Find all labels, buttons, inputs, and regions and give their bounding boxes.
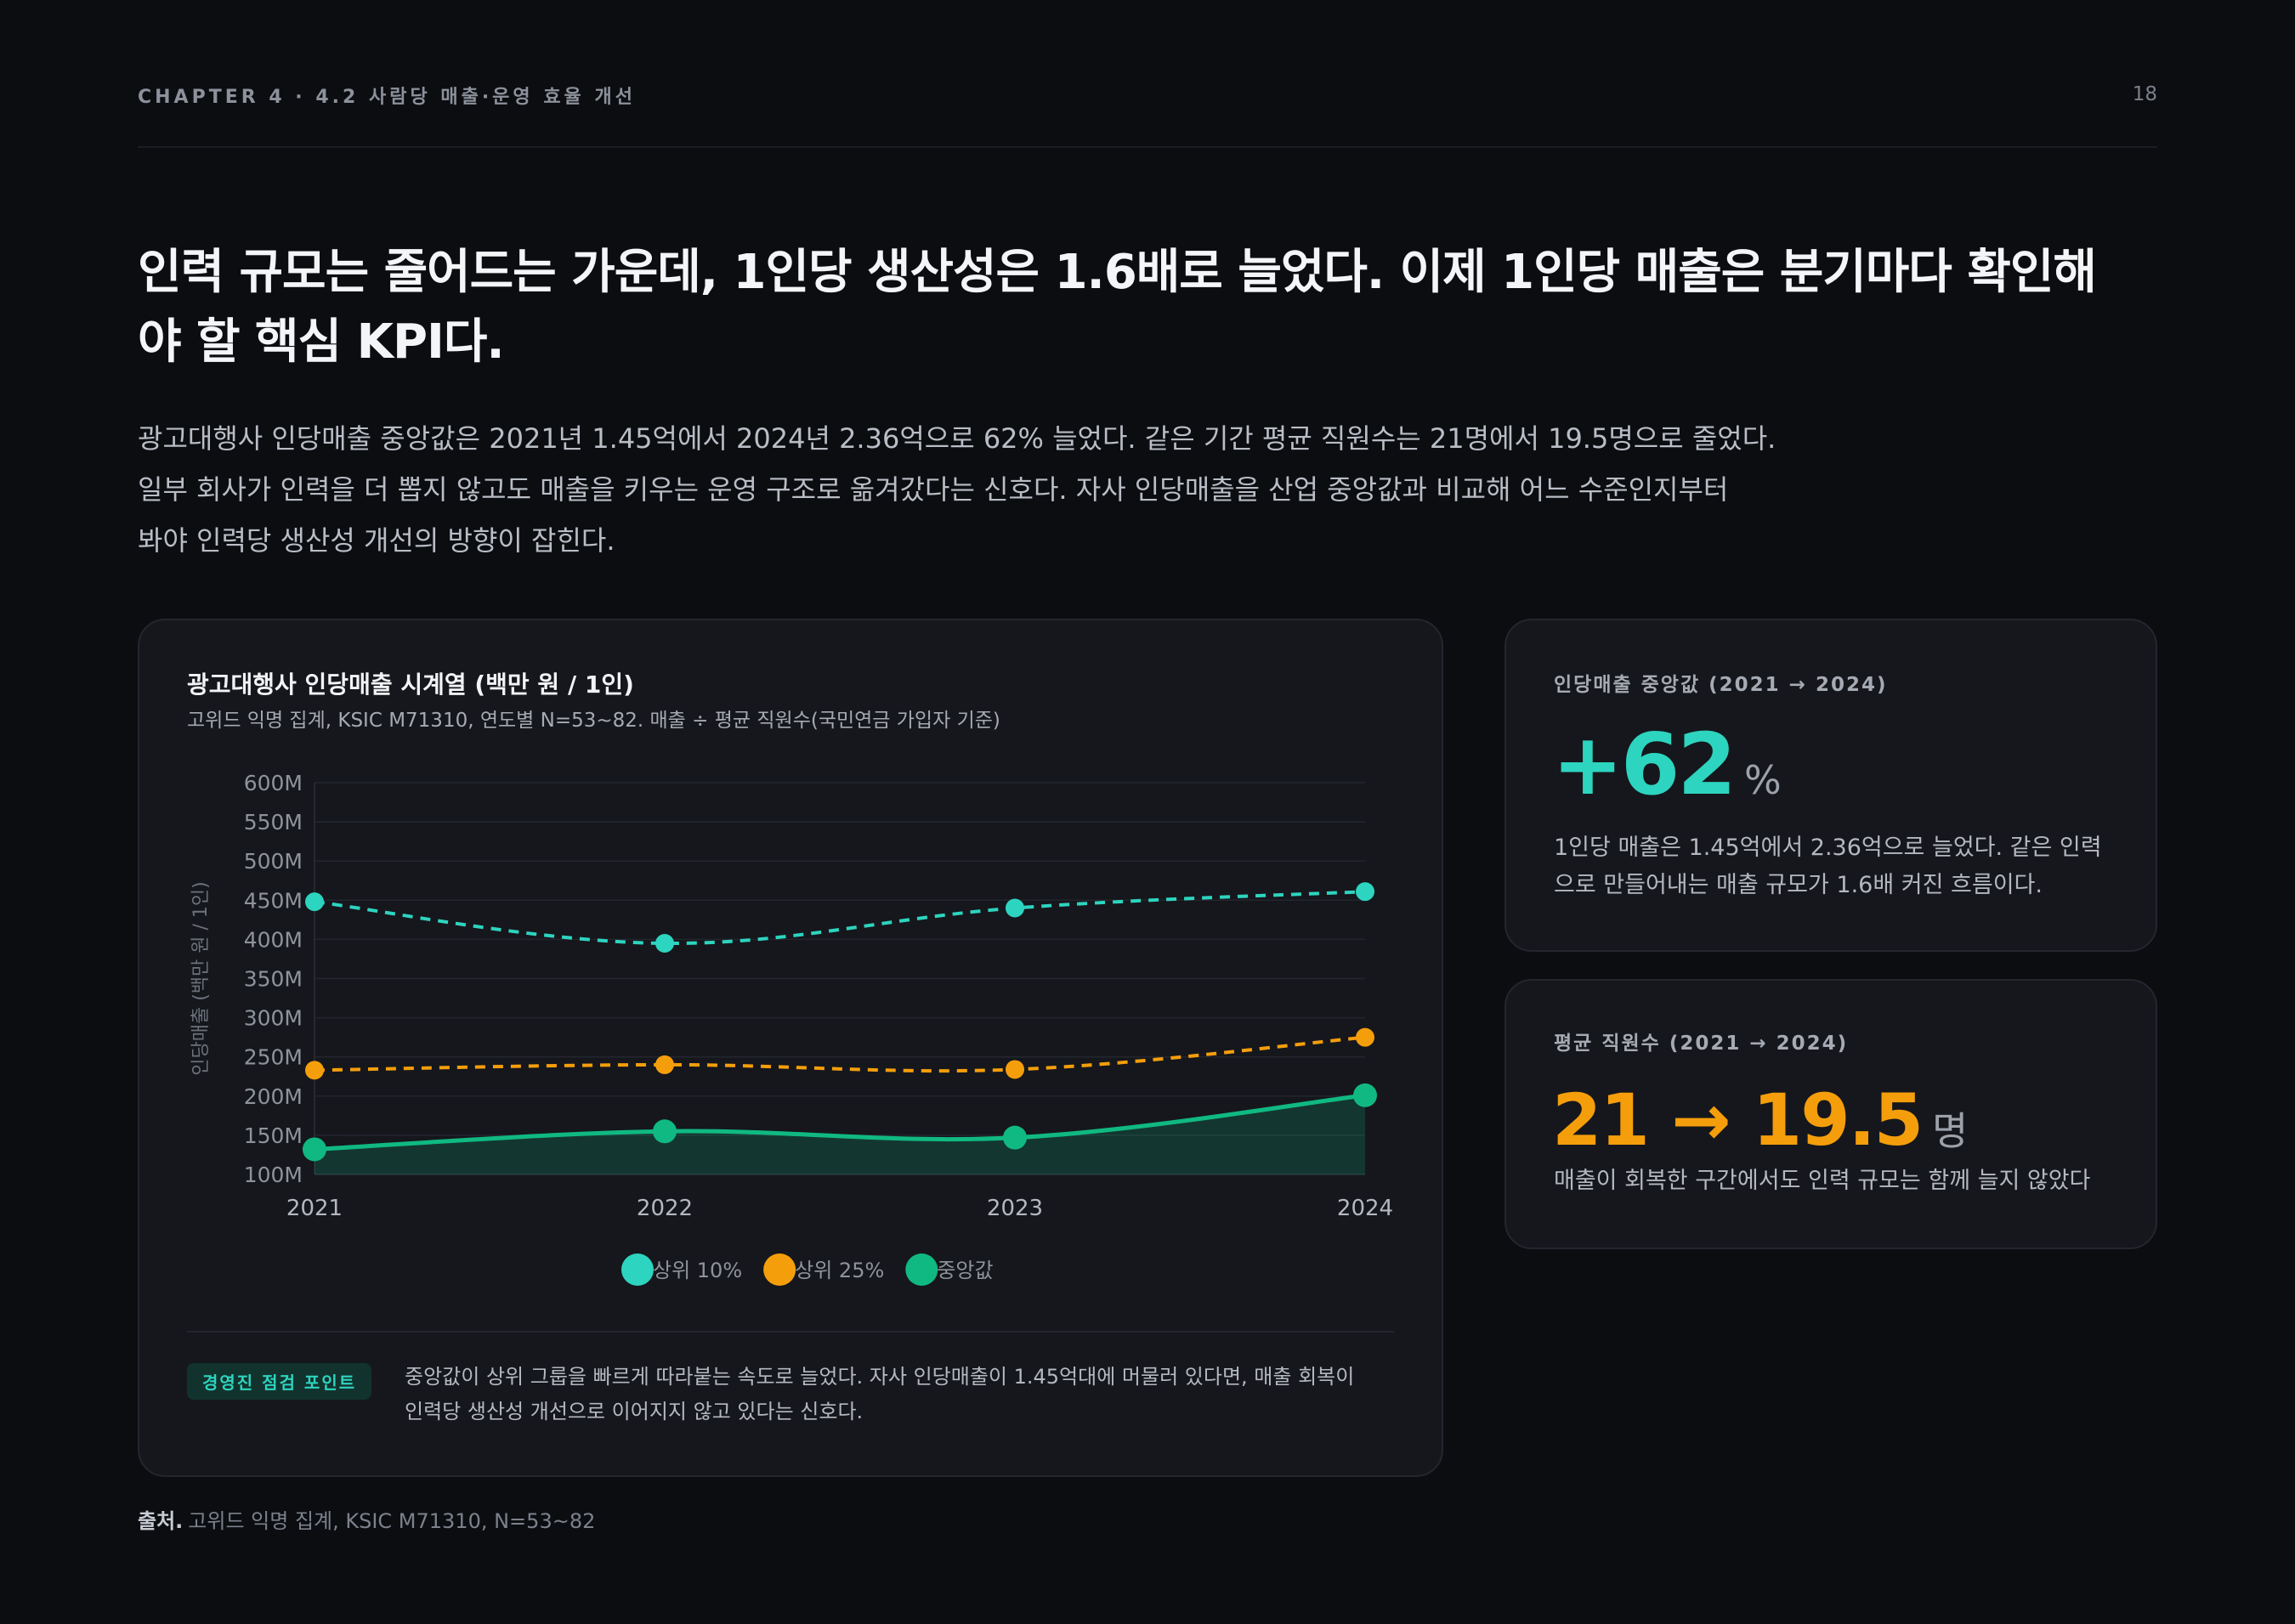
chart-points <box>303 882 1377 1162</box>
data-point <box>655 1055 674 1074</box>
source-text: 고위드 익명 집계, KSIC M71310, N=53~82 <box>188 1509 596 1533</box>
x-tick-label: 2022 <box>637 1196 693 1221</box>
y-axis-ticks: 600M 550M 500M 450M 400M 350M 300M 250M 200M 150M… <box>244 771 303 1187</box>
y-axis-label: 인당매출 (백만 원 / 1인) <box>190 881 212 1075</box>
page-number: 18 <box>2132 83 2157 105</box>
legend-label: 중앙값 <box>937 1259 993 1282</box>
lede-paragraph: 광고대행사 인당매출 중앙값은 2021년 1.45억에서 2024년 2.36… <box>138 413 2093 566</box>
callout-line: 인력당 생산성 개선으로 이어지지 않고 있다는 신호다. <box>405 1400 864 1423</box>
source-label: 출처. <box>138 1509 184 1533</box>
data-point <box>1356 882 1374 902</box>
kpi-description: 1인당 매출은 1.45억에서 2.36억으로 늘었다. 같은 인력 으로 만들… <box>1554 829 2123 904</box>
chart-legend: 상위 10% 상위 25% 중앙값 <box>621 1253 994 1286</box>
chart-area-fill <box>314 1095 1365 1174</box>
kpi-card-headcount: 평균 직원수 (2021 → 2024) 21 → 19.5 명 매출이 회복한… <box>1504 979 2157 1249</box>
page-title-line: 야 할 핵심 KPI다. <box>138 314 505 370</box>
legend-label: 상위 25% <box>795 1259 884 1282</box>
kpi-unit: % <box>1743 757 1782 803</box>
data-point <box>1356 1027 1374 1047</box>
lede-line: 광고대행사 인당매출 중앙값은 2021년 1.45억에서 2024년 2.36… <box>138 422 1776 455</box>
data-point <box>1006 1060 1024 1079</box>
lede-line: 봐야 인력당 생산성 개선의 방향이 잡힌다. <box>138 524 615 557</box>
y-tick-label: 450M <box>244 888 303 913</box>
y-tick-label: 500M <box>244 849 303 874</box>
y-tick-label: 150M <box>244 1123 303 1148</box>
kpi-description-line: 1인당 매출은 1.45억에서 2.36억으로 늘었다. 같은 인력 <box>1554 835 2102 861</box>
legend-swatch <box>763 1253 796 1286</box>
page-title: 인력 규모는 줄어드는 가운데, 1인당 생산성은 1.6배로 늘었다. 이제 … <box>138 238 2161 377</box>
x-tick-label: 2021 <box>286 1196 343 1221</box>
data-point <box>1006 898 1024 918</box>
series-line <box>314 890 1366 946</box>
chapter-label: CHAPTER 4 · 4.2 사람당 매출·운영 효율 개선 <box>138 87 636 108</box>
data-point <box>303 1137 326 1162</box>
series-line <box>314 1093 1366 1152</box>
source-note: 출처. 고위드 익명 집계, KSIC M71310, N=53~82 <box>138 1504 595 1534</box>
y-tick-label: 350M <box>244 967 303 992</box>
page-header: CHAPTER 4 · 4.2 사람당 매출·운영 효율 개선 18 <box>138 82 2157 148</box>
chart-series-lines <box>314 890 1366 1152</box>
x-tick-label: 2024 <box>1337 1196 1393 1221</box>
chart-title: 광고대행사 인당매출 시계열 (백만 원 / 1인) <box>187 671 634 699</box>
callout-badge: 경영진 점검 포인트 <box>187 1363 372 1400</box>
kpi-card-growth: 인당매출 중앙값 (2021 → 2024) +62 % 1인당 매출은 1.4… <box>1504 619 2157 952</box>
kpi-value: +62 % <box>1552 714 1782 816</box>
kpi-unit: 명 <box>1932 1108 1969 1154</box>
median-area-fill <box>314 1095 1365 1174</box>
callout-divider <box>187 1331 1394 1333</box>
y-tick-label: 200M <box>244 1084 303 1109</box>
kpi-description: 매출이 회복한 구간에서도 인력 규모는 함께 늘지 않았다 <box>1554 1163 2123 1200</box>
kpi-number: +62 <box>1552 715 1737 814</box>
data-point <box>1003 1125 1027 1150</box>
legend-swatch <box>905 1253 938 1286</box>
data-point <box>1353 1083 1377 1107</box>
y-tick-label: 100M <box>244 1163 303 1187</box>
line-chart: 600M 550M 500M 450M 400M 350M 300M 250M 200M 150M… <box>190 771 1393 1286</box>
data-point <box>305 1061 324 1080</box>
legend-label: 상위 10% <box>653 1259 742 1282</box>
x-axis-ticks: 2021 2022 2023 2024 <box>286 1196 1393 1221</box>
y-tick-label: 300M <box>244 1006 303 1031</box>
kpi-description-line: 으로 만들어내는 매출 규모가 1.6배 커진 흐름이다. <box>1554 872 2043 898</box>
series-line <box>314 1035 1366 1073</box>
y-tick-label: 600M <box>244 771 303 795</box>
kpi-number: 21 → 19.5 <box>1552 1078 1924 1162</box>
y-tick-label: 400M <box>244 927 303 952</box>
kpi-value: 21 → 19.5 명 <box>1552 1069 1968 1171</box>
page-title-line: 인력 규모는 줄어드는 가운데, 1인당 생산성은 1.6배로 늘었다. 이제 … <box>138 245 2097 300</box>
y-tick-label: 250M <box>244 1045 303 1070</box>
legend-swatch <box>621 1253 654 1286</box>
data-point <box>305 892 324 912</box>
callout-text: 중앙값이 상위 그룹을 빠르게 따라붙는 속도로 늘었다. 자사 인당매출이 1… <box>405 1360 1408 1429</box>
data-point <box>653 1119 677 1144</box>
callout-line: 중앙값이 상위 그룹을 빠르게 따라붙는 속도로 늘었다. 자사 인당매출이 1… <box>405 1365 1355 1389</box>
chart-card: 광고대행사 인당매출 시계열 (백만 원 / 1인) 고위드 익명 집계, KS… <box>138 619 1443 1477</box>
x-tick-label: 2023 <box>987 1196 1043 1221</box>
y-tick-label: 550M <box>244 810 303 835</box>
kpi-label: 평균 직원수 (2021 → 2024) <box>1554 1033 1849 1055</box>
chart-subtitle: 고위드 익명 집계, KSIC M71310, 연도별 N=53~82. 매출 … <box>187 710 1000 732</box>
kpi-description-line: 매출이 회복한 구간에서도 인력 규모는 함께 늘지 않았다 <box>1554 1168 2091 1194</box>
kpi-label: 인당매출 중앙값 (2021 → 2024) <box>1554 674 1888 696</box>
lede-line: 일부 회사가 인력을 더 뽑지 않고도 매출을 키우는 운영 구조로 옮겨갔다는… <box>138 473 1729 506</box>
data-point <box>655 934 674 953</box>
